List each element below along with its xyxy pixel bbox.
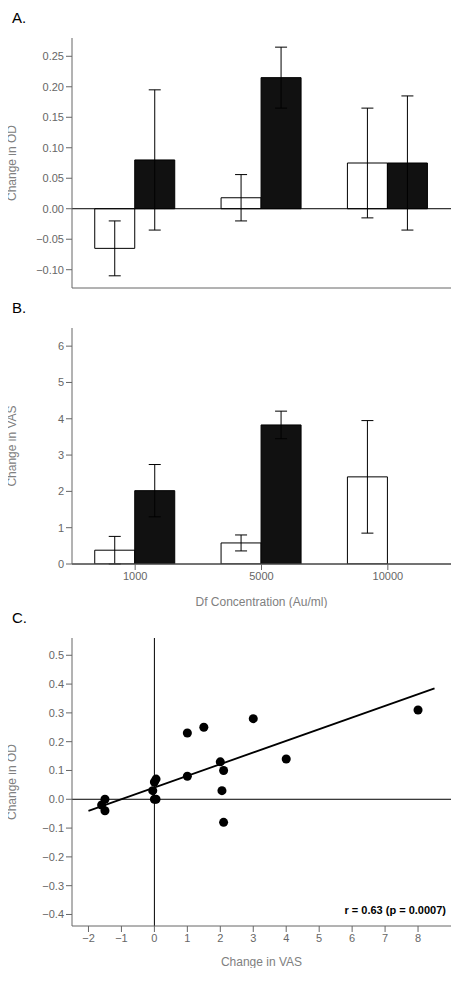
svg-text:0.00: 0.00: [43, 203, 64, 215]
svg-text:0.0: 0.0: [49, 793, 64, 805]
svg-text:Change in OD: Change in OD: [8, 125, 19, 201]
svg-text:0.5: 0.5: [49, 649, 64, 661]
html-text:C.: C.: [12, 609, 27, 626]
svg-text:−0.4: −0.4: [42, 908, 64, 920]
svg-text:0.10: 0.10: [43, 142, 64, 154]
svg-text:10000: 10000: [373, 570, 404, 582]
svg-text:3: 3: [58, 449, 64, 461]
svg-text:0: 0: [58, 558, 64, 570]
svg-text:2: 2: [58, 485, 64, 497]
svg-text:0.1: 0.1: [49, 764, 64, 776]
svg-text:8: 8: [415, 932, 421, 944]
svg-text:Change in OD: Change in OD: [8, 744, 19, 820]
svg-text:5000: 5000: [249, 570, 273, 582]
html-text:B.: B.: [12, 299, 27, 316]
svg-text:0.05: 0.05: [43, 172, 64, 184]
svg-text:Change in VAS: Change in VAS: [221, 955, 302, 968]
svg-text:0.2: 0.2: [49, 736, 64, 748]
svg-text:7: 7: [382, 932, 388, 944]
svg-text:6: 6: [349, 932, 355, 944]
svg-text:0.4: 0.4: [49, 678, 64, 690]
html-text:A.: A.: [12, 9, 27, 26]
svg-text:−0.3: −0.3: [42, 880, 64, 892]
svg-text:0.20: 0.20: [43, 81, 64, 93]
svg-text:1000: 1000: [123, 570, 147, 582]
svg-text:2: 2: [217, 932, 223, 944]
svg-text:0: 0: [151, 932, 157, 944]
svg-text:5: 5: [316, 932, 322, 944]
svg-text:4: 4: [58, 413, 64, 425]
html-text:r = 0.63 (p = 0.0007): r = 0.63 (p = 0.0007): [344, 904, 446, 916]
svg-text:−2: −2: [82, 932, 95, 944]
svg-text:−0.2: −0.2: [42, 851, 64, 863]
svg-text:−0.1: −0.1: [42, 822, 64, 834]
svg-text:4: 4: [283, 932, 289, 944]
svg-text:1: 1: [184, 932, 190, 944]
svg-text:−1: −1: [115, 932, 128, 944]
svg-text:0.3: 0.3: [49, 707, 64, 719]
svg-text:0.25: 0.25: [43, 50, 64, 62]
svg-text:Df Concentration (Au/ml): Df Concentration (Au/ml): [195, 595, 327, 608]
svg-text:6: 6: [58, 340, 64, 352]
svg-text:Change in VAS: Change in VAS: [8, 405, 19, 486]
svg-text:0.15: 0.15: [43, 111, 64, 123]
svg-text:−0.05: −0.05: [36, 233, 64, 245]
svg-text:3: 3: [250, 932, 256, 944]
svg-text:1: 1: [58, 522, 64, 534]
svg-text:−0.10: −0.10: [36, 264, 64, 276]
svg-text:5: 5: [58, 376, 64, 388]
